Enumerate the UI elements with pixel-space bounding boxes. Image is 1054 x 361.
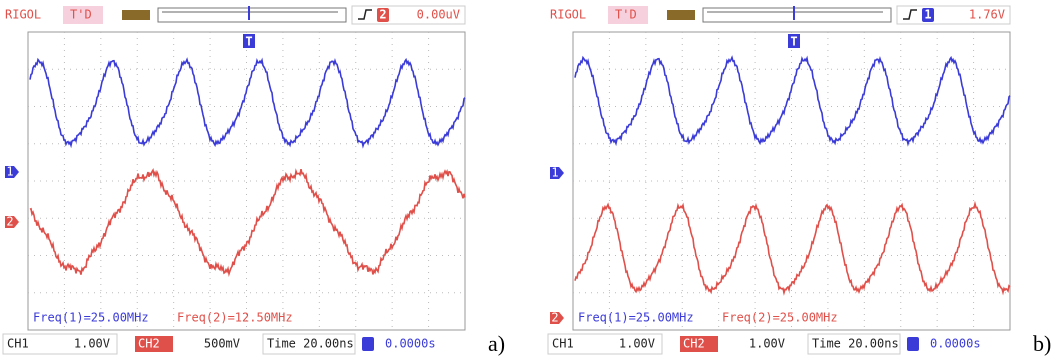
ch1-label: CH1 [7,337,29,351]
trigger-channel: 1 [924,8,931,22]
ch1-label: CH1 [552,337,574,351]
channel-marker-label: 1 [551,166,558,180]
scope-panel: RIGOL T'D 2 0.00uV T 1 2 Freq(1)=25.00MHz Freq(2… [3,6,505,356]
ch2-scale: 1.00V [749,337,785,351]
ch1-scale: 1.00V [619,337,655,351]
trigger-offset: 0.0000s [930,337,981,351]
measurement: Freq(1)=25.00MHz [33,311,149,325]
offset-icon [362,337,374,351]
ch2-scale: 500mV [204,337,240,351]
memory-bar [158,8,346,22]
screen [28,32,465,330]
offset-icon [907,337,919,351]
timebase: Time 20.00ns [812,337,899,351]
scope-panel: RIGOL T'D 1 1.76V T 1 2 Freq(1)=25.00MHz Freq(2)… [548,6,1051,356]
trigger-level: 0.00uV [417,8,460,22]
figure: RIGOL T'D 2 0.00uV T 1 2 Freq(1)=25.00MHz Freq(2… [0,0,1054,361]
timebase: Time 20.00ns [267,337,354,351]
trigger-marker: T [245,35,252,49]
brand: RIGOL [550,8,586,22]
channel-marker-label: 2 [551,311,558,325]
memory-icon [667,10,695,20]
memory-bar [703,8,891,22]
caption: b) [1033,331,1051,356]
measurement: Freq(1)=25.00MHz [578,311,694,325]
trigger-marker: T [790,35,797,49]
measurement: Freq(2)=25.00MHz [722,311,838,325]
ch1-scale: 1.00V [74,337,110,351]
caption: a) [488,331,505,356]
memory-icon [122,10,150,20]
channel-marker-label: 2 [6,215,13,229]
measurement: Freq(2)=12.50MHz [177,311,293,325]
mode: T'D [615,8,637,22]
trigger-offset: 0.0000s [385,337,436,351]
brand: RIGOL [5,8,41,22]
ch2-label: CH2 [683,337,705,351]
trigger-level: 1.76V [969,8,1005,22]
trigger-channel: 2 [379,8,386,22]
channel-marker-label: 1 [6,165,13,179]
ch2-label: CH2 [138,337,160,351]
mode: T'D [70,8,92,22]
